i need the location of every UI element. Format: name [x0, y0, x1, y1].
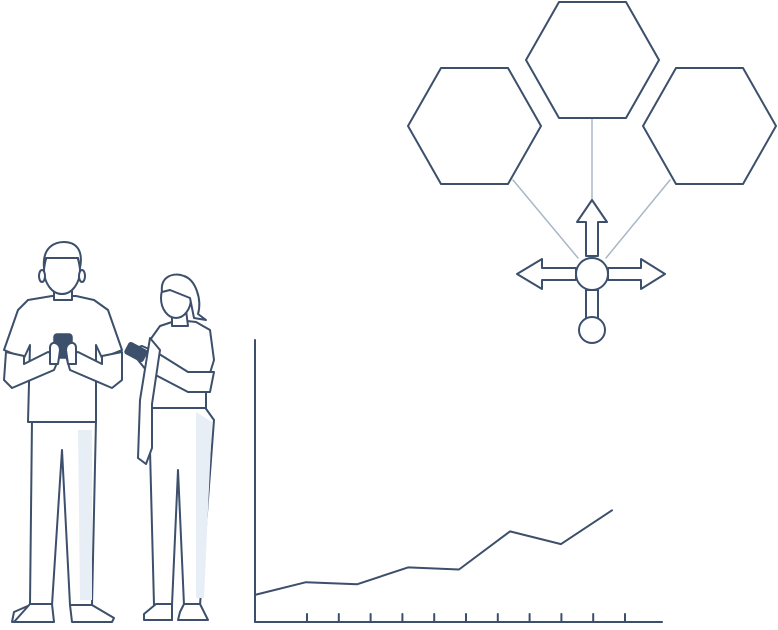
- man-with-phone: [3, 241, 123, 623]
- series-line-growth: [254, 509, 613, 596]
- hexagon-left: [407, 67, 542, 185]
- connector-line-left: [512, 179, 579, 259]
- line-chart: [254, 339, 663, 623]
- hexagon-right: [642, 67, 777, 185]
- woman-phone-icon: [124, 341, 148, 363]
- x-axis-ticks: [306, 613, 626, 623]
- direction-arrows-icon: [516, 199, 666, 344]
- connector-line-right: [605, 179, 671, 259]
- hexagon-top: [525, 1, 660, 119]
- woman-with-phone: [124, 273, 215, 621]
- hexagon-network: [407, 1, 777, 344]
